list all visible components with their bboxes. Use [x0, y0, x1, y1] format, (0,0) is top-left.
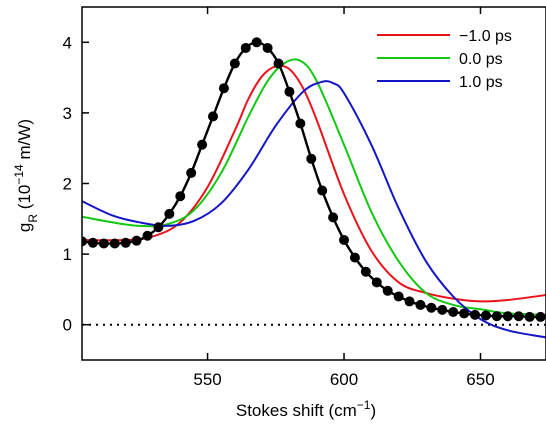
data-point [415, 299, 426, 310]
x-axis-label-text: Stokes shift (cm [236, 401, 357, 420]
data-point [349, 252, 360, 263]
y-tick-label: 1 [63, 245, 72, 264]
y-axis-label-g: g [15, 223, 34, 232]
data-point [437, 304, 448, 315]
data-point [197, 139, 208, 150]
data-point [98, 238, 109, 249]
data-point [251, 37, 262, 48]
data-point [360, 266, 371, 277]
data-point [208, 111, 219, 122]
x-axis-label-sup: −1 [357, 398, 371, 412]
y-tick-label: 3 [63, 104, 72, 123]
data-point [524, 311, 535, 322]
data-point [153, 222, 164, 233]
data-point [120, 237, 131, 248]
data-point [273, 58, 284, 69]
data-point [328, 212, 339, 223]
data-point [164, 208, 175, 219]
series-line-1-0-ps [82, 64, 546, 303]
y-axis-label: gR (10−14 m/W) [12, 119, 40, 232]
data-point [317, 185, 328, 196]
data-point [491, 311, 502, 322]
data-point [109, 238, 120, 249]
data-point [426, 302, 437, 313]
data-point [87, 237, 98, 248]
x-tick-label: 650 [466, 370, 494, 389]
y-tick-label: 2 [63, 175, 72, 194]
data-point [82, 236, 87, 247]
data-point [175, 191, 186, 202]
series-line-0-0-ps [82, 58, 546, 316]
data-point [240, 42, 251, 53]
y-axis-label-paren: (10 [15, 185, 34, 214]
axes-layer: 550 600 650 0 1 2 3 4 [63, 7, 495, 389]
x-tick-label: 600 [330, 370, 358, 389]
data-point [218, 83, 229, 94]
legend-label: 0.0 ps [459, 51, 503, 68]
data-point [262, 42, 273, 53]
data-point [284, 86, 295, 97]
y-tick-label: 4 [63, 33, 72, 52]
data-point [186, 167, 197, 178]
data-point [306, 153, 317, 164]
legend-label: −1.0 ps [459, 28, 512, 45]
y-tick-label: 0 [63, 316, 72, 335]
y-axis-label-sub: R [26, 214, 40, 223]
data-point [480, 310, 491, 321]
data-point [229, 58, 240, 69]
legend-entry: 1.0 ps [377, 74, 503, 91]
data-point [448, 306, 459, 317]
data-point [295, 118, 306, 129]
series-line-1-0-ps [82, 80, 546, 339]
data-point [393, 291, 404, 302]
x-tick-label: 550 [193, 370, 221, 389]
y-axis-label-sup: −14 [12, 164, 26, 185]
data-point [142, 230, 153, 241]
data-point [382, 285, 393, 296]
data-layer [82, 37, 546, 339]
data-point [339, 234, 350, 245]
legend-label: 1.0 ps [459, 74, 503, 91]
y-axis-label-unit: m/W) [15, 119, 34, 164]
legend-entry: 0.0 ps [377, 51, 503, 68]
data-point [404, 296, 415, 307]
x-axis-label-close: ) [370, 401, 376, 420]
legend-entry: −1.0 ps [377, 28, 512, 45]
data-point [459, 308, 470, 319]
data-point [470, 309, 481, 320]
data-point [502, 311, 513, 322]
data-point [131, 235, 142, 246]
data-point [535, 311, 546, 322]
legend: −1.0 ps 0.0 ps 1.0 ps [377, 28, 512, 91]
x-axis-label: Stokes shift (cm−1) [236, 398, 376, 420]
data-point [371, 277, 382, 288]
data-point [513, 311, 524, 322]
